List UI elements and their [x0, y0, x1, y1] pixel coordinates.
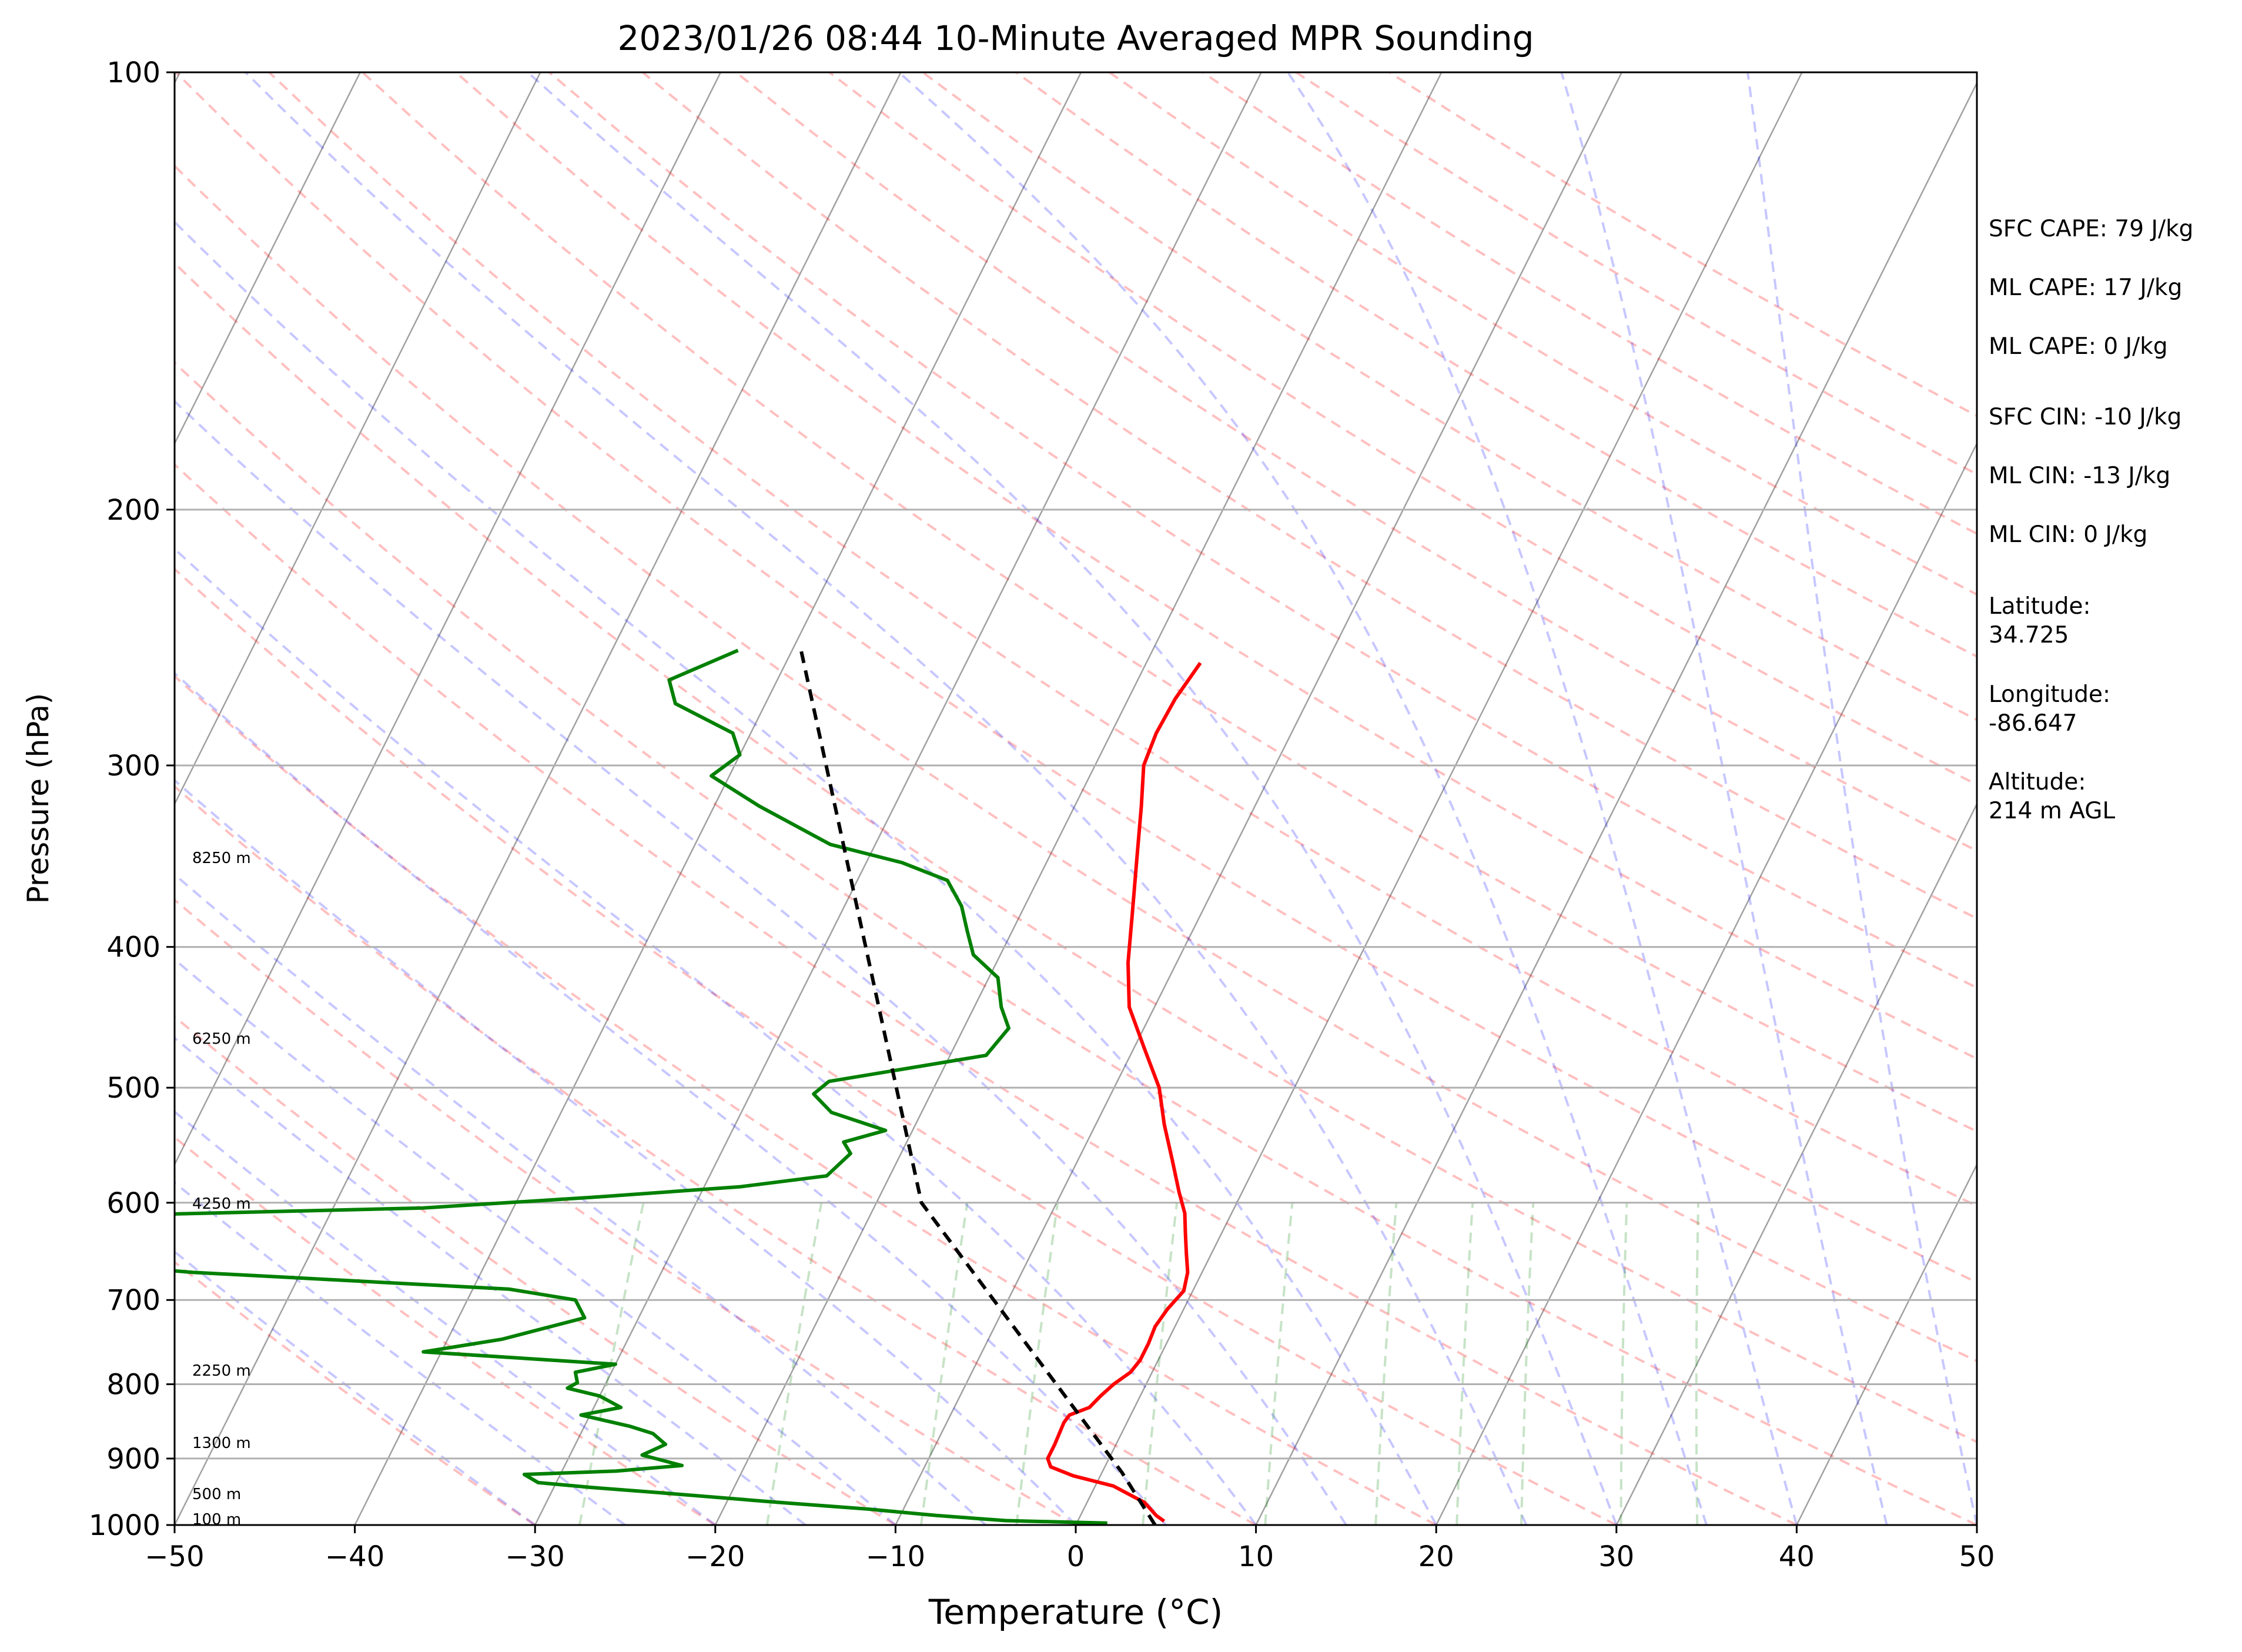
- height-label: 8250 m: [192, 850, 251, 867]
- info-line: SFC CAPE: 79 J/kg: [1989, 216, 2193, 242]
- info-line: ML CIN: 0 J/kg: [1989, 521, 2147, 548]
- moist-adiabat-line: [175, 872, 987, 1525]
- mixing-ratio-line: [1695, 1202, 1699, 1525]
- x-tick-label: −30: [506, 1540, 565, 1573]
- info-line: Altitude:: [1989, 769, 2086, 795]
- x-axis-ticks: −50 −40 −30 −20 −10 0 10 20 30 40 50: [145, 1525, 1995, 1573]
- moist-adiabat-line: [175, 399, 1347, 1525]
- mixing-ratio-line: [1374, 1202, 1398, 1525]
- dry-adiabat-line: [268, 72, 1977, 1208]
- dry-adiabat-line: [175, 164, 1977, 1363]
- isotherm-line: [895, 72, 1623, 1525]
- height-label: 2250 m: [192, 1362, 251, 1380]
- y-tick-label: 500: [106, 1072, 160, 1105]
- chart-title: 2023/01/26 08:44 10-Minute Averaged MPR …: [617, 18, 1534, 58]
- height-label: 1300 m: [192, 1434, 251, 1452]
- x-tick-label: 50: [1959, 1540, 1995, 1573]
- x-axis-label: Temperature (°C): [928, 1592, 1223, 1632]
- x-tick-label: 30: [1598, 1540, 1634, 1573]
- y-tick-label: 100: [106, 56, 160, 89]
- parcel-profile-line: [799, 650, 1157, 1525]
- x-tick-label: 0: [1067, 1540, 1085, 1573]
- moist-adiabat-line: [175, 958, 896, 1525]
- moist-adiabat-line: [175, 220, 1437, 1525]
- isotherm-line: [1796, 1163, 1977, 1525]
- temperature-line: [1046, 661, 1202, 1523]
- info-value: 214 m AGL: [1989, 798, 2115, 824]
- isotherm-line: [1255, 81, 1977, 1525]
- y-tick-label: 400: [106, 931, 160, 964]
- y-tick-label: 1000: [89, 1509, 160, 1542]
- moist-adiabat-line: [527, 72, 1618, 1525]
- dry-adiabat-line: [175, 567, 1617, 1525]
- info-value: -86.647: [1989, 710, 2077, 737]
- dry-adiabat-line: [175, 1136, 716, 1525]
- dry-adiabat-line: [1015, 72, 1977, 658]
- moist-adiabat-line: [1746, 72, 1977, 1525]
- info-panel: SFC CAPE: 79 J/kg ML CAPE: 17 J/kg ML CAPE…: [1989, 216, 2193, 824]
- moist-adiabat-line: [245, 72, 1528, 1525]
- y-tick-label: 800: [106, 1369, 160, 1402]
- y-tick-label: 700: [106, 1284, 160, 1317]
- info-line: Latitude:: [1989, 593, 2091, 620]
- moist-adiabat-line: [1287, 72, 1798, 1525]
- x-tick-label: 20: [1418, 1540, 1454, 1573]
- y-axis-label: Pressure (hPa): [21, 693, 55, 904]
- dry-adiabat-line: [175, 463, 1798, 1525]
- dry-adiabat-line: [175, 361, 1977, 1525]
- info-line: SFC CIN: -10 J/kg: [1989, 404, 2181, 430]
- x-tick-label: −10: [866, 1540, 925, 1573]
- mixing-ratio-line: [1455, 1202, 1474, 1525]
- height-label: 500 m: [192, 1486, 241, 1503]
- isotherm-line: [175, 72, 361, 446]
- dry-adiabat-line: [175, 898, 1077, 1525]
- isotherm-line: [175, 72, 722, 1166]
- dry-adiabat-line: [175, 674, 1437, 1525]
- mixing-ratio-line: [1520, 1202, 1535, 1525]
- x-tick-label: 10: [1238, 1540, 1274, 1573]
- x-tick-label: −40: [325, 1540, 384, 1573]
- isotherm-line: [1075, 72, 1803, 1525]
- y-tick-label: 300: [106, 750, 160, 782]
- dry-adiabat-line: [175, 1260, 536, 1525]
- moist-adiabat-line: [175, 1036, 807, 1525]
- y-tick-label: 200: [106, 494, 160, 527]
- height-label: 6250 m: [192, 1030, 251, 1048]
- y-tick-label: 900: [106, 1443, 160, 1476]
- x-tick-label: 40: [1779, 1540, 1815, 1573]
- mixing-ratio-line: [1619, 1202, 1628, 1525]
- info-line: ML CIN: -13 J/kg: [1989, 463, 2170, 489]
- isotherm-line: [1435, 442, 1977, 1525]
- height-label: 100 m: [192, 1511, 241, 1529]
- background-lines: [175, 72, 1977, 1525]
- info-line: ML CAPE: 17 J/kg: [1989, 275, 2182, 301]
- x-tick-label: −20: [685, 1540, 745, 1573]
- moist-adiabat-line: [175, 671, 1167, 1525]
- isotherm-line: [354, 72, 1082, 1525]
- moist-adiabat-line: [175, 778, 1077, 1525]
- sounding-profiles: [175, 648, 1202, 1525]
- y-tick-label: 600: [106, 1187, 160, 1220]
- height-labels: 8250 m 6250 m 4250 m 2250 m 1300 m 500 m 100 m: [192, 850, 251, 1529]
- isotherm-line: [1615, 802, 1977, 1525]
- isotherm-line: [175, 72, 902, 1525]
- dewpoint-line: [175, 648, 1107, 1525]
- isotherm-line: [714, 72, 1443, 1525]
- moist-adiabat-line: [175, 547, 1257, 1525]
- info-line: ML CAPE: 0 J/kg: [1989, 333, 2168, 360]
- moist-adiabat-line: [175, 1110, 717, 1525]
- isotherm-line: [534, 72, 1262, 1525]
- y-axis-ticks: 100 200 300 400 500 600 700 800 900 1000: [89, 56, 175, 1542]
- info-line: Longitude:: [1989, 681, 2110, 708]
- x-tick-label: −50: [145, 1540, 204, 1573]
- info-value: 34.725: [1989, 622, 2069, 648]
- isotherm-line: [175, 72, 541, 806]
- moist-adiabat-line: [898, 72, 1708, 1525]
- pressure-grid: [175, 72, 1977, 1525]
- dry-adiabat-line: [175, 1015, 896, 1525]
- height-label: 4250 m: [192, 1195, 251, 1213]
